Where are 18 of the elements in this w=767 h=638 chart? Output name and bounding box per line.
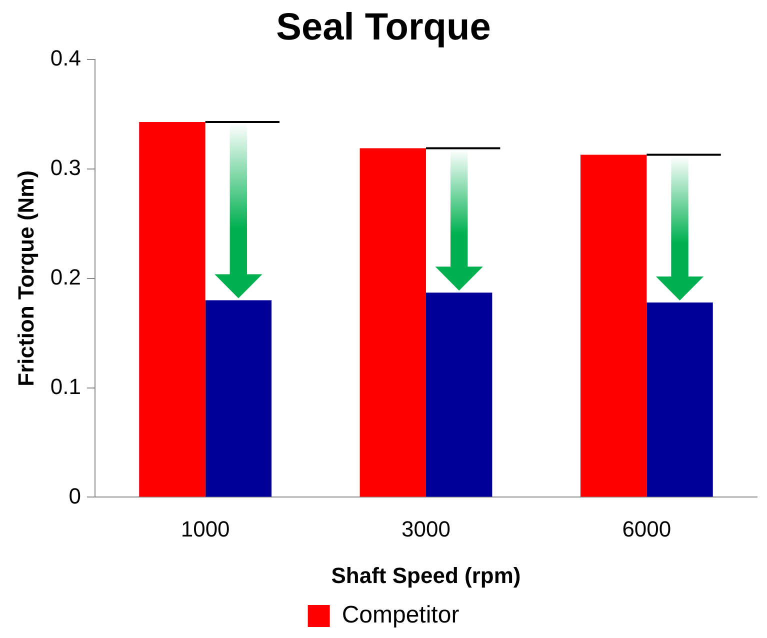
- y-tick-label: 0.4: [50, 46, 81, 71]
- bar: [580, 154, 647, 497]
- x-tick-label: 6000: [622, 516, 672, 542]
- y-tick-label: 0.2: [50, 264, 81, 290]
- bar: [139, 122, 206, 497]
- legend-label: Competitor: [342, 602, 460, 629]
- y-tick-label: 0.1: [50, 374, 81, 399]
- y-tick-label: 0: [68, 483, 81, 508]
- y-axis-title: Friction Torque (Nm): [13, 170, 38, 386]
- bar: [360, 148, 426, 497]
- bar: [205, 300, 272, 497]
- x-axis-title: Shaft Speed (rpm): [331, 562, 521, 588]
- y-tick-label: 0.3: [50, 155, 81, 180]
- bar: [646, 302, 713, 497]
- chart-title: Seal Torque: [276, 6, 491, 48]
- bar: [426, 292, 492, 497]
- x-tick-label: 1000: [180, 516, 230, 542]
- x-tick-label: 3000: [402, 516, 450, 542]
